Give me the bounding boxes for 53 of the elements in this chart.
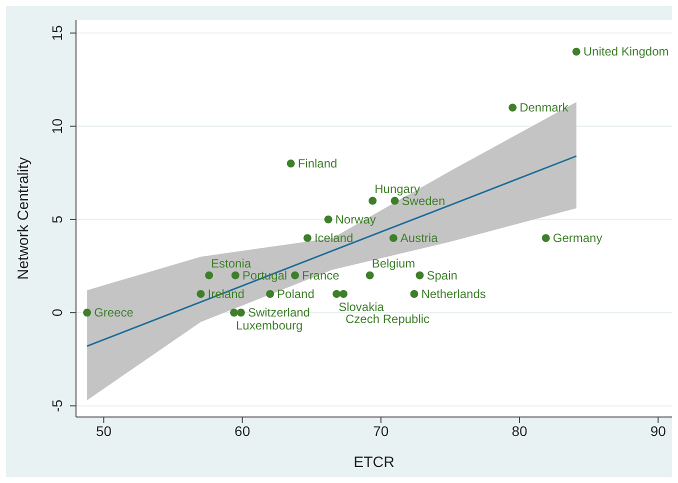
point bbox=[389, 234, 398, 242]
point bbox=[542, 234, 550, 242]
annotation: Finland bbox=[298, 156, 338, 171]
x-tick-label: 90 bbox=[650, 422, 666, 439]
y-tick-label: 10 bbox=[49, 118, 65, 134]
y-tick-label: 5 bbox=[49, 215, 65, 224]
point bbox=[508, 104, 517, 112]
annotation: Netherlands bbox=[421, 286, 486, 301]
point bbox=[332, 290, 341, 298]
annotation: Norway bbox=[335, 212, 376, 226]
point bbox=[231, 271, 240, 280]
point bbox=[368, 196, 377, 205]
annotation: Slovakia bbox=[338, 300, 384, 314]
x-tick-label: 80 bbox=[512, 422, 528, 439]
point bbox=[410, 290, 418, 298]
annotation: Switzerland bbox=[248, 306, 310, 320]
point bbox=[291, 271, 299, 280]
point bbox=[196, 290, 205, 298]
annotation: Germany bbox=[552, 231, 602, 246]
annotation: Greece bbox=[94, 306, 134, 320]
point bbox=[340, 290, 348, 298]
annotation: Luxembourg bbox=[236, 318, 303, 333]
annotation: Belgium bbox=[372, 256, 416, 270]
point bbox=[286, 160, 295, 168]
point bbox=[83, 308, 92, 317]
annotation: Iceland bbox=[314, 231, 354, 246]
point bbox=[416, 271, 424, 280]
annotation: Poland bbox=[277, 286, 314, 301]
y-tick-label: 15 bbox=[49, 25, 65, 41]
annotation: Denmark bbox=[520, 100, 570, 115]
annotation: Austria bbox=[400, 231, 438, 246]
annotation: Czech Republic bbox=[346, 312, 430, 326]
x-tick-label: 60 bbox=[234, 422, 250, 439]
point bbox=[390, 196, 399, 205]
annotation: Spain bbox=[426, 268, 458, 282]
x-tick-label: 50 bbox=[96, 422, 112, 439]
y-tick-label: -5 bbox=[49, 399, 65, 412]
x-axis-title: ETCR bbox=[354, 454, 395, 471]
y-tick-label: 0 bbox=[49, 308, 65, 317]
point bbox=[324, 215, 332, 224]
point bbox=[230, 308, 238, 317]
point bbox=[572, 48, 580, 56]
point bbox=[205, 271, 214, 280]
annotation: Estonia bbox=[211, 256, 252, 270]
point bbox=[303, 234, 312, 242]
annotation: United Kingdom bbox=[583, 44, 669, 59]
annotation: Hungary bbox=[374, 182, 420, 196]
x-tick-label: 70 bbox=[373, 422, 389, 439]
annotation: France bbox=[302, 268, 340, 282]
point bbox=[366, 271, 374, 280]
point bbox=[266, 290, 274, 298]
y-axis-title: Network Centrality bbox=[15, 156, 32, 280]
point bbox=[236, 308, 245, 317]
